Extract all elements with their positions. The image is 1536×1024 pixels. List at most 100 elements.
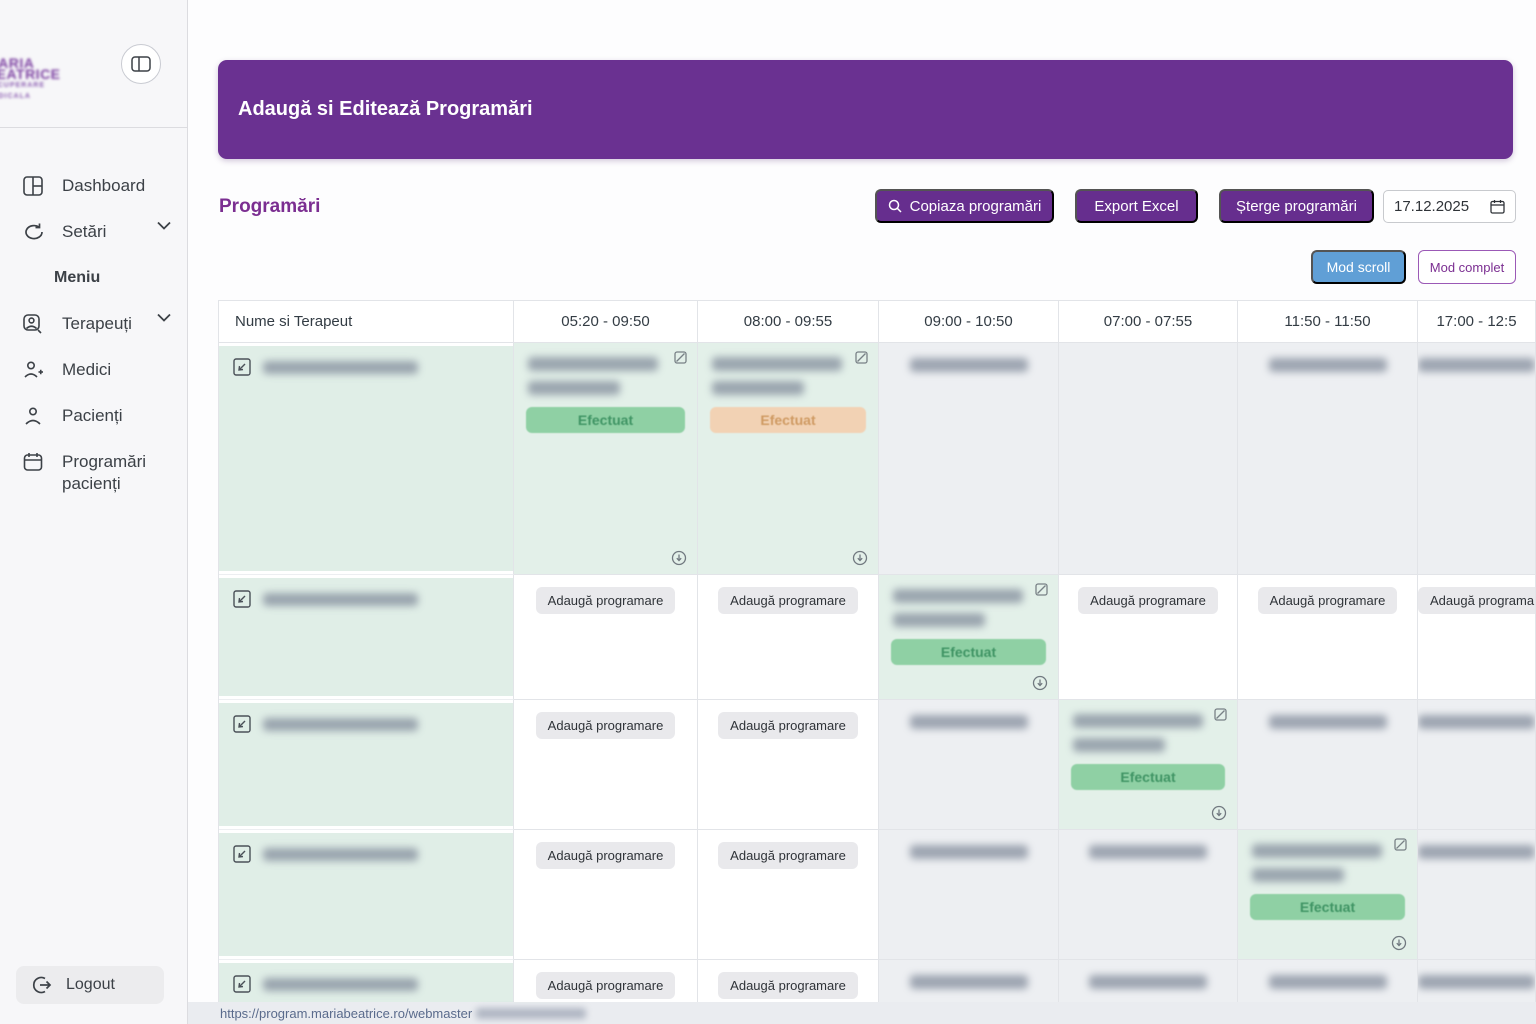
- details-icon[interactable]: [1391, 935, 1407, 951]
- sidebar-item-terapeu-i[interactable]: Terapeuți: [0, 301, 187, 347]
- details-icon[interactable]: [852, 550, 868, 566]
- column-header-timeslot: 08:00 - 09:55: [698, 301, 879, 343]
- sidebar-item-dashboard[interactable]: Dashboard: [0, 163, 187, 209]
- therapist-name-cell: [219, 830, 514, 960]
- therapists-icon: [22, 313, 46, 335]
- blurred-text: [909, 358, 1028, 372]
- blurred-text: [1418, 975, 1535, 989]
- appointment-cell-booked: Efectuat: [514, 343, 698, 575]
- date-picker[interactable]: 17.12.2025: [1383, 190, 1516, 223]
- edit-icon[interactable]: [855, 351, 868, 364]
- expand-icon[interactable]: [233, 975, 251, 993]
- add-appointment-button[interactable]: Adaugă programare: [718, 712, 858, 739]
- appointment-cell-unavailable: [1418, 830, 1536, 960]
- column-header-timeslot: 17:00 - 12:5: [1418, 301, 1536, 343]
- details-icon[interactable]: [671, 550, 687, 566]
- calendar-icon[interactable]: [1490, 199, 1505, 214]
- add-appointment-button[interactable]: Adaugă programare: [718, 972, 858, 999]
- browser-status-bar: https://program.mariabeatrice.ro/webmast…: [188, 1002, 1536, 1024]
- sidebar-item-label: Dashboard: [62, 176, 146, 195]
- add-appointment-button[interactable]: Adaugă programare: [535, 842, 676, 869]
- page-title: Adaugă si Editează Programări: [238, 98, 533, 120]
- blurred-text: [1268, 975, 1387, 989]
- table-row: Adaugă programare Adaugă programare Efect…: [219, 830, 1536, 960]
- add-appointment-button[interactable]: Adaugă programare: [718, 587, 858, 614]
- appointment-cell-unavailable: [1238, 700, 1418, 830]
- blurred-text: [1089, 845, 1207, 859]
- details-icon[interactable]: [1211, 805, 1227, 821]
- details-icon[interactable]: [1032, 675, 1048, 691]
- edit-icon[interactable]: [1214, 708, 1227, 721]
- main-content: Adaugă si Editează Programări Programări…: [188, 0, 1536, 1024]
- appointment-cell-free: Adaugă programare: [514, 575, 698, 700]
- chevron-down-icon: [157, 313, 171, 322]
- sidebar-item-program-ri-pacien-i[interactable]: Programări pacienți: [0, 439, 187, 507]
- blurred-text: [1089, 975, 1207, 989]
- blurred-text: [1268, 358, 1387, 372]
- add-appointment-button[interactable]: Adaugă programare: [535, 587, 676, 614]
- add-appointment-button[interactable]: Adaugă programare: [535, 972, 676, 999]
- expand-icon[interactable]: [233, 358, 251, 376]
- table-row: Adaugă programare Adaugă programare Efect…: [219, 575, 1536, 700]
- appointments-table: Nume si Terapeut 05:20 - 09:50 08:00 - 09:…: [218, 300, 1536, 1024]
- edit-icon[interactable]: [674, 351, 687, 364]
- therapist-name-cell: [219, 575, 514, 700]
- appointment-cell-empty: [1059, 343, 1238, 575]
- mode-complete-button[interactable]: Mod complet: [1418, 250, 1516, 284]
- blurred-text: [263, 848, 418, 861]
- sidebar-toggle-icon: [131, 56, 151, 72]
- date-value: 17.12.2025: [1394, 198, 1470, 215]
- appointment-cell-free: Adaugă programare: [1418, 575, 1536, 700]
- appointment-cell-free: Adaugă programare: [1238, 575, 1418, 700]
- copy-appointments-button[interactable]: Copiaza programări: [875, 189, 1054, 223]
- logout-button[interactable]: Logout: [16, 966, 164, 1004]
- edit-icon[interactable]: [1035, 583, 1048, 596]
- patient-name-blur: [1059, 700, 1237, 752]
- expand-icon[interactable]: [233, 715, 251, 733]
- sidebar-item-label: Terapeuți: [62, 314, 132, 333]
- edit-icon[interactable]: [1394, 838, 1407, 851]
- dashboard-icon: [22, 175, 46, 197]
- logo-text: MARIA BEATRICE: [0, 55, 61, 82]
- logo-tagline: RECUPERARE MEDICALA: [0, 82, 46, 100]
- delete-appointments-button[interactable]: Șterge programări: [1219, 189, 1374, 223]
- sidebar-item-medici[interactable]: Medici: [0, 347, 187, 393]
- blurred-text: [893, 589, 1023, 603]
- add-appointment-button[interactable]: Adaugă programare: [535, 712, 676, 739]
- status-url-blur: [476, 1007, 587, 1019]
- add-appointment-button[interactable]: Adaugă programare: [1418, 587, 1535, 614]
- sidebar-collapse-button[interactable]: [121, 44, 161, 84]
- blurred-text: [1073, 738, 1165, 752]
- sidebar-item-meniu[interactable]: Meniu: [0, 255, 187, 301]
- appointment-cell-free: Adaugă programare: [514, 830, 698, 960]
- add-appointment-button[interactable]: Adaugă programare: [718, 842, 858, 869]
- blurred-text: [1418, 845, 1535, 859]
- mode-scroll-button[interactable]: Mod scroll: [1311, 250, 1406, 284]
- blurred-text: [909, 715, 1028, 729]
- sidebar-item-set-ri[interactable]: Setări: [0, 209, 187, 255]
- column-header-timeslot: 07:00 - 07:55: [1059, 301, 1238, 343]
- patient-name-blur: [698, 343, 878, 395]
- add-appointment-button[interactable]: Adaugă programare: [1257, 587, 1398, 614]
- blurred-text: [263, 718, 418, 731]
- add-appointment-button[interactable]: Adaugă programare: [1078, 587, 1218, 614]
- sidebar-item-pacien-i[interactable]: Pacienți: [0, 393, 187, 439]
- status-badge: Efectuat: [710, 407, 866, 433]
- table-row: Efectuat Efectuat: [219, 343, 1536, 575]
- column-header-timeslot: 11:50 - 11:50: [1238, 301, 1418, 343]
- sidebar-item-label: Pacienți: [62, 406, 123, 425]
- blurred-text: [1418, 715, 1535, 729]
- logo-area: MARIA BEATRICE RECUPERARE MEDICALA: [0, 0, 187, 128]
- appointment-cell-unavailable: [1059, 830, 1238, 960]
- expand-icon[interactable]: [233, 590, 251, 608]
- expand-icon[interactable]: [233, 845, 251, 863]
- sidebar-item-label: Setări: [62, 222, 107, 241]
- appointment-cell-unavailable: [879, 700, 1059, 830]
- blurred-text: [1252, 868, 1344, 882]
- blurred-text: [893, 613, 985, 627]
- export-excel-button[interactable]: Export Excel: [1075, 189, 1198, 223]
- appointment-cell-free: Adaugă programare: [698, 700, 879, 830]
- patients-icon: [22, 405, 46, 427]
- sidebar-item-label: Medici: [62, 360, 112, 379]
- blurred-text: [909, 975, 1028, 989]
